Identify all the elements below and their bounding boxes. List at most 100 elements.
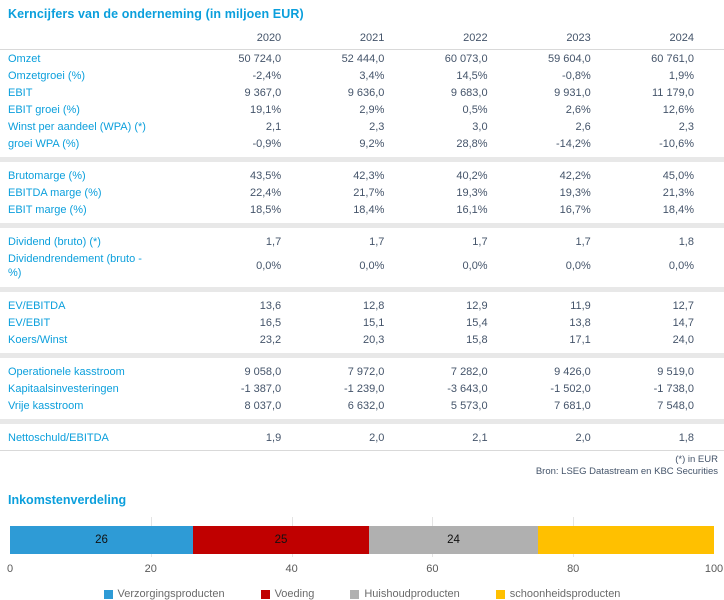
table-row: Nettoschuld/EBITDA 1,9 2,0 2,1 2,0 1,8 (0, 429, 724, 446)
table-row: EBITDA marge (%) 22,4% 21,7% 19,3% 19,3% 21,3… (0, 184, 724, 201)
cell-value: 18,5% (249, 203, 282, 216)
cell-value: 2,3 (678, 120, 694, 133)
legend-item: Verzorgingsproducten (103, 588, 225, 600)
cell-value: 9 367,0 (244, 86, 282, 99)
cell-value: 1,9% (668, 69, 694, 82)
cell-value: -10,6% (659, 137, 694, 150)
cell-value: 2,3 (369, 120, 385, 133)
cell-value: 7 681,0 (554, 399, 591, 412)
bar-segment-label: 25 (274, 534, 288, 546)
cell-value: 8 037,0 (244, 399, 282, 412)
table-group: Nettoschuld/EBITDA 1,9 2,0 2,1 2,0 1,8 (0, 429, 724, 446)
year-header-label: 2022 (463, 32, 488, 44)
cell-value: 2,6 (575, 120, 591, 133)
bar-segment: 24 (369, 526, 538, 554)
group-separator (0, 157, 724, 162)
row-label: Operationele kasstroom (8, 365, 125, 378)
cell-value: 19,3% (456, 186, 488, 199)
cell-value: 22,4% (249, 186, 282, 199)
table-group: Omzet 50 724,0 52 444,0 60 073,0 59 604,0 60 … (0, 50, 724, 152)
row-label: Kapitaalsinvesteringen (8, 382, 119, 395)
chart-legend: Verzorgingsproducten Voeding Huishoudprodu… (0, 588, 724, 600)
x-tick-label: 60 (426, 563, 439, 575)
cell-value: 16,1% (456, 203, 488, 216)
table-group: Operationele kasstroom 9 058,0 7 972,0 7 28… (0, 363, 724, 414)
bar-segment: 26 (10, 526, 194, 554)
x-tick-label: 80 (567, 563, 580, 575)
cell-value: 19,1% (249, 103, 282, 116)
cell-value: 18,4% (662, 203, 694, 216)
cell-value: 52 444,0 (341, 52, 385, 65)
cell-value: 16,5 (259, 316, 282, 329)
cell-value: 2,1 (472, 431, 488, 444)
cell-value: 1,9 (265, 431, 282, 444)
cell-value: 15,8 (466, 333, 488, 346)
cell-value: 20,3 (362, 333, 385, 346)
legend-label: Voeding (274, 588, 315, 600)
year-header-label: 2020 (256, 32, 282, 44)
year-header-label: 2023 (566, 32, 591, 44)
cell-value: -14,2% (555, 137, 591, 150)
bar-segment: 25 (193, 526, 370, 554)
footnote-source: Bron: LSEG Datastream en KBC Securities (535, 466, 718, 477)
cell-value: 9 058,0 (244, 365, 282, 378)
chart-plot: 26 25 24 (10, 517, 714, 557)
cell-value: 1,8 (678, 431, 694, 444)
cell-value: 40,2% (456, 169, 488, 182)
x-tick-label: 40 (285, 563, 298, 575)
x-tick-label: 0 (6, 563, 14, 575)
cell-value: -0,8% (562, 69, 591, 82)
row-label: Winst per aandeel (WPA) (*) (8, 120, 146, 133)
table-row: EBIT marge (%) 18,5% 18,4% 16,1% 16,7% 18,4% (0, 201, 724, 218)
cell-value: 7 972,0 (347, 365, 385, 378)
cell-value: 3,0 (472, 120, 488, 133)
cell-value: 9 426,0 (554, 365, 591, 378)
cell-value: 0,0% (668, 260, 694, 272)
year-header-label: 2021 (359, 32, 385, 44)
cell-value: 2,0 (369, 431, 385, 444)
cell-value: 19,3% (559, 186, 591, 199)
table-row: EBIT groei (%) 19,1% 2,9% 0,5% 2,6% 12,6% (0, 101, 724, 118)
chart-title: Inkomstenverdeling (8, 493, 127, 507)
cell-value: 13,8 (569, 316, 591, 329)
cell-value: 45,0% (662, 169, 694, 182)
bar-segment-label: 24 (447, 534, 460, 546)
footnote-in-eur: (*) in EUR (675, 454, 718, 465)
group-separator (0, 223, 724, 228)
row-label: EV/EBIT (8, 316, 51, 329)
legend-label: Huishoudproducten (364, 588, 460, 600)
cell-value: 21,3% (662, 186, 694, 199)
cell-value: 12,9 (466, 299, 488, 312)
row-label: EV/EBITDA (8, 299, 66, 312)
cell-value: 59 604,0 (547, 52, 591, 65)
table-groups: Omzet 50 724,0 52 444,0 60 073,0 59 604,0 60 … (0, 50, 724, 446)
cell-value: 50 724,0 (238, 52, 282, 65)
cell-value: 12,8 (362, 299, 385, 312)
table-title: Kerncijfers van de onderneming (in miljo… (8, 7, 304, 21)
table-group: EV/EBITDA 13,6 12,8 12,9 11,9 12,7 EV/EBIT 16,5… (0, 297, 724, 348)
row-label: Brutomarge (%) (8, 169, 86, 182)
legend-label: schoonheidsproducten (509, 588, 621, 600)
group-separator (0, 287, 724, 292)
footnotes: (*) in EUR Bron: LSEG Datastream en KBC … (0, 451, 724, 478)
table-group: Brutomarge (%) 43,5% 42,3% 40,2% 42,2% 45,0% E… (0, 167, 724, 218)
legend-swatch-icon (260, 589, 270, 599)
cell-value: 0,0% (359, 260, 385, 272)
legend-item: Voeding (260, 588, 315, 600)
cell-value: -1 387,0 (240, 382, 282, 395)
cell-value: 0,5% (462, 103, 488, 116)
row-label: Koers/Winst (8, 333, 68, 346)
legend-swatch-icon (350, 589, 360, 599)
cell-value: 9 636,0 (347, 86, 385, 99)
income-distribution-chart: Inkomstenverdeling 26 25 24 0 20 40 60 80 100 V… (0, 489, 724, 600)
cell-value: 3,4% (359, 69, 385, 82)
cell-value: 11 179,0 (651, 86, 694, 99)
cell-value: 15,4 (466, 316, 488, 329)
key-figures-table: Kerncijfers van de onderneming (in miljo… (0, 7, 724, 478)
cell-value: 60 761,0 (651, 52, 694, 65)
cell-value: 24,0 (672, 333, 694, 346)
stacked-bar: 26 25 24 (10, 526, 714, 554)
cell-value: 7 282,0 (450, 365, 488, 378)
cell-value: 12,6% (662, 103, 694, 116)
cell-value: 28,8% (456, 137, 488, 150)
